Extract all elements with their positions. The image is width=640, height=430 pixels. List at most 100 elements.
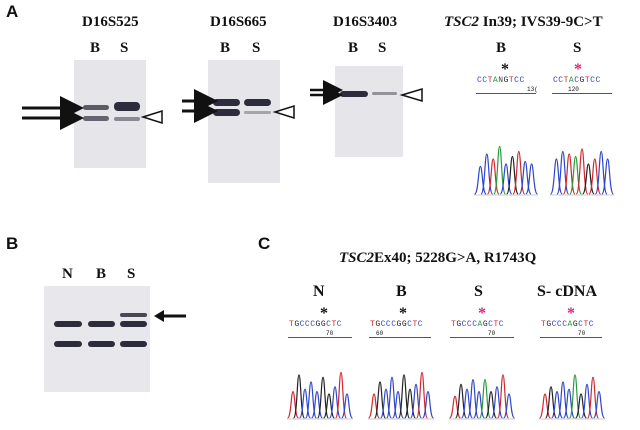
chromatogram-peak — [551, 390, 563, 419]
seq-lane-label-s-cdna: S- cDNA — [537, 283, 597, 300]
seq-lane-label-s: S — [573, 40, 582, 56]
chromatogram-b — [368, 371, 434, 420]
sequence-read-b: CCTANGTCC — [477, 76, 525, 85]
sequence-ruler — [476, 93, 536, 94]
seq-lane-label-s: S — [474, 283, 483, 300]
lane-label-b: B — [90, 40, 101, 56]
sequence-read-n: TGCCCGGCTC — [289, 320, 343, 329]
chromatogram-peak — [569, 374, 581, 419]
lane-label-b: B — [220, 40, 231, 56]
chromatogram-peak — [601, 158, 614, 195]
chromatogram-s-cdna — [539, 374, 605, 420]
chromatogram-b — [474, 145, 538, 196]
chromatogram-peak — [550, 158, 563, 195]
sequence-position: 13( — [527, 86, 538, 93]
gel-band — [244, 99, 271, 106]
sequence-ruler — [552, 93, 612, 94]
gel-band — [114, 117, 140, 121]
chromatogram-peak — [323, 393, 335, 419]
open-triangle-icon — [272, 104, 295, 120]
gel-image-panel-b — [44, 286, 150, 392]
gel-image-d16s665 — [208, 60, 280, 183]
lane-label-s: S — [252, 40, 261, 56]
chromatogram-peak — [287, 390, 299, 419]
lane-label-s: S — [120, 40, 129, 56]
gel-image-d16s3403 — [335, 66, 403, 157]
marker-label-d16s3403: D16S3403 — [333, 14, 398, 30]
chromatogram-s — [449, 374, 515, 420]
sequence-position: 70 — [578, 330, 586, 337]
sequence-position: 70 — [488, 330, 496, 337]
lane-label-s: S — [378, 40, 387, 56]
chromatogram-peak — [386, 376, 398, 419]
chromatogram-peak — [368, 393, 380, 419]
gel-band — [244, 111, 271, 114]
chromatogram-peak — [499, 163, 513, 195]
gel-band — [213, 109, 240, 116]
panel-label-b: B — [6, 234, 19, 253]
panel-label-c: C — [258, 234, 271, 253]
chromatogram-peak — [293, 374, 305, 419]
sequence-read-s-cdna: TGCCCAGCTC — [541, 320, 595, 329]
open-triangle-icon — [140, 109, 163, 125]
sequence-position: 60 — [376, 330, 384, 337]
gel-band — [83, 116, 109, 121]
gene-name: TSC2 — [444, 14, 480, 30]
chromatogram-peak — [525, 163, 538, 195]
chromatogram-peak — [410, 383, 422, 419]
sequence-position: 120 — [568, 86, 579, 93]
chromatogram-peak — [473, 390, 485, 419]
chromatogram-peak — [317, 376, 329, 419]
gel-band — [120, 313, 147, 317]
sequence-read-s: CCTACGTCC — [553, 76, 601, 85]
chromatogram-peak — [311, 390, 323, 419]
mutation-label: Ex40; 5228G>A, R1743Q — [374, 250, 537, 266]
mutation-star-icon: * — [501, 61, 509, 78]
marker-label-d16s665: D16S665 — [210, 14, 267, 30]
sequence-ruler — [369, 337, 431, 338]
gel-band — [83, 105, 109, 110]
gel-band — [88, 341, 115, 347]
sequence-ruler — [450, 337, 514, 338]
gel-image-d16s525 — [74, 60, 146, 168]
chromatogram-peak — [486, 158, 500, 195]
gel-band — [114, 102, 140, 111]
sequence-title-tsc2-in39: TSC2 In39; IVS39-9C>T — [444, 14, 603, 31]
chromatogram-peak — [575, 393, 587, 419]
panel-label-a: A — [6, 2, 19, 21]
lane-label-s: S — [127, 266, 136, 282]
chromatogram-peak — [497, 374, 509, 419]
chromatogram-peak — [474, 165, 487, 195]
mutation-star-icon: * — [567, 305, 575, 322]
sequence-read-s: TGCCCAGCTC — [451, 320, 505, 329]
lane-label-b: B — [348, 40, 359, 56]
gel-band — [372, 92, 397, 95]
chromatogram-peak — [461, 388, 473, 419]
chromatogram-peak — [392, 390, 404, 419]
gel-band — [88, 321, 115, 327]
chromatogram-peak — [491, 386, 503, 419]
seq-lane-label-b: B — [396, 283, 407, 300]
chromatogram-peak — [380, 388, 392, 419]
lane-label-n: N — [62, 266, 73, 282]
chromatogram-peak — [593, 390, 605, 419]
gel-band — [120, 321, 147, 327]
gene-name: TSC2 — [339, 250, 375, 266]
sequence-ruler — [288, 337, 352, 338]
seq-lane-label-b: B — [496, 40, 507, 56]
mutation-star-icon: * — [320, 305, 328, 322]
mutation-star-icon: * — [574, 61, 582, 78]
chromatogram-n — [287, 371, 353, 420]
band-arrow-head-icon — [154, 310, 164, 322]
gel-band — [213, 99, 240, 106]
chromatogram-peak — [422, 390, 434, 419]
sequence-title-tsc2-ex40: TSC2Ex40; 5228G>A, R1743Q — [339, 250, 536, 267]
lane-label-b: B — [96, 266, 107, 282]
chromatogram-peak — [398, 374, 410, 419]
gel-band — [54, 341, 82, 347]
chromatogram-peak — [341, 393, 353, 419]
mutation-star-icon: * — [399, 305, 407, 322]
gel-band — [340, 91, 368, 97]
